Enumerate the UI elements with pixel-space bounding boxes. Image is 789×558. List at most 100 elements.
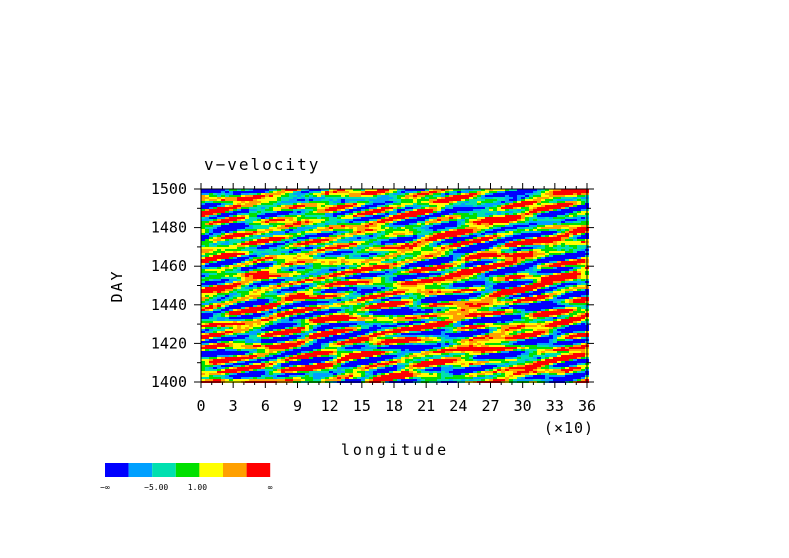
- heatmap-cell: [225, 273, 229, 275]
- heatmap-cell: [413, 281, 417, 283]
- heatmap-cell: [349, 261, 353, 263]
- heatmap-cell: [569, 199, 573, 201]
- heatmap-cell: [425, 251, 429, 253]
- heatmap-cell: [321, 279, 325, 281]
- heatmap-cell: [477, 285, 481, 287]
- heatmap-cell: [237, 211, 241, 213]
- heatmap-cell: [533, 253, 537, 255]
- heatmap-cell: [537, 191, 541, 193]
- heatmap-cell: [345, 253, 349, 255]
- heatmap-cell: [249, 219, 253, 221]
- heatmap-cell: [329, 209, 333, 211]
- heatmap-cell: [317, 237, 321, 239]
- heatmap-cell: [441, 285, 445, 287]
- heatmap-cell: [209, 273, 213, 275]
- heatmap-cell: [529, 259, 533, 261]
- heatmap-cell: [429, 195, 433, 197]
- heatmap-cell: [469, 283, 473, 285]
- heatmap-cell: [369, 259, 373, 261]
- heatmap-cell: [341, 289, 345, 291]
- heatmap-cell: [533, 245, 537, 247]
- heatmap-cell: [305, 235, 309, 237]
- heatmap-cell: [301, 271, 305, 273]
- heatmap-cell: [465, 269, 469, 271]
- heatmap-cell: [441, 267, 445, 269]
- heatmap-cell: [525, 243, 529, 245]
- heatmap-cell: [421, 215, 425, 217]
- heatmap-cell: [485, 199, 489, 201]
- heatmap-cell: [201, 195, 205, 197]
- heatmap-cell: [373, 269, 377, 271]
- heatmap-cell: [281, 287, 285, 289]
- heatmap-cell: [289, 291, 293, 293]
- heatmap-cell: [325, 271, 329, 273]
- heatmap-cell: [517, 251, 521, 253]
- heatmap-cell: [293, 267, 297, 269]
- heatmap-cell: [289, 267, 293, 269]
- heatmap-cell: [257, 261, 261, 263]
- heatmap-cell: [233, 213, 237, 215]
- heatmap-cell: [257, 257, 261, 259]
- heatmap-cell: [525, 255, 529, 257]
- heatmap-cell: [405, 269, 409, 271]
- heatmap-cell: [353, 241, 357, 243]
- heatmap-cell: [405, 275, 409, 277]
- heatmap-cell: [385, 277, 389, 279]
- heatmap-cell: [217, 195, 221, 197]
- heatmap-cell: [209, 217, 213, 219]
- heatmap-cell: [357, 193, 361, 195]
- heatmap-cell: [225, 231, 229, 233]
- heatmap-cell: [289, 207, 293, 209]
- heatmap-cell: [437, 197, 441, 199]
- heatmap-cell: [465, 221, 469, 223]
- heatmap-cell: [269, 253, 273, 255]
- heatmap-cell: [221, 289, 225, 291]
- heatmap-cell: [325, 253, 329, 255]
- heatmap-cell: [553, 253, 557, 255]
- heatmap-cell: [333, 247, 337, 249]
- heatmap-cell: [441, 257, 445, 259]
- heatmap-cell: [237, 253, 241, 255]
- heatmap-cell: [465, 239, 469, 241]
- heatmap-cell: [245, 251, 249, 253]
- heatmap-cell: [377, 213, 381, 215]
- heatmap-cell: [465, 225, 469, 227]
- heatmap-cell: [449, 261, 453, 263]
- heatmap-cell: [397, 207, 401, 209]
- heatmap-cell: [233, 279, 237, 281]
- heatmap-cell: [305, 239, 309, 241]
- heatmap-cell: [249, 223, 253, 225]
- heatmap-cell: [489, 273, 493, 275]
- heatmap-cell: [249, 245, 253, 247]
- heatmap-cell: [297, 279, 301, 281]
- heatmap-cell: [425, 289, 429, 291]
- heatmap-cell: [405, 263, 409, 265]
- heatmap-cell: [545, 247, 549, 249]
- heatmap-cell: [561, 247, 565, 249]
- heatmap-cell: [533, 231, 537, 233]
- heatmap-cell: [501, 205, 505, 207]
- heatmap-cell: [257, 263, 261, 265]
- heatmap-cell: [305, 269, 309, 271]
- heatmap-cell: [501, 263, 505, 265]
- heatmap-cell: [573, 207, 577, 209]
- heatmap-cell: [433, 271, 437, 273]
- heatmap-cell: [209, 269, 213, 271]
- heatmap-cell: [477, 231, 481, 233]
- heatmap-cell: [249, 283, 253, 285]
- heatmap-cell: [421, 253, 425, 255]
- heatmap-cell: [473, 221, 477, 223]
- heatmap-cell: [229, 285, 233, 287]
- heatmap-cell: [201, 279, 205, 281]
- heatmap-cell: [457, 227, 461, 229]
- heatmap-cell: [257, 201, 261, 203]
- heatmap-cell: [577, 233, 581, 235]
- heatmap-cell: [413, 239, 417, 241]
- heatmap-cell: [345, 215, 349, 217]
- heatmap-cell: [565, 223, 569, 225]
- heatmap-cell: [353, 291, 357, 293]
- heatmap-cell: [385, 287, 389, 289]
- heatmap-cell: [313, 219, 317, 221]
- heatmap-cell: [557, 207, 561, 209]
- heatmap-cell: [469, 285, 473, 287]
